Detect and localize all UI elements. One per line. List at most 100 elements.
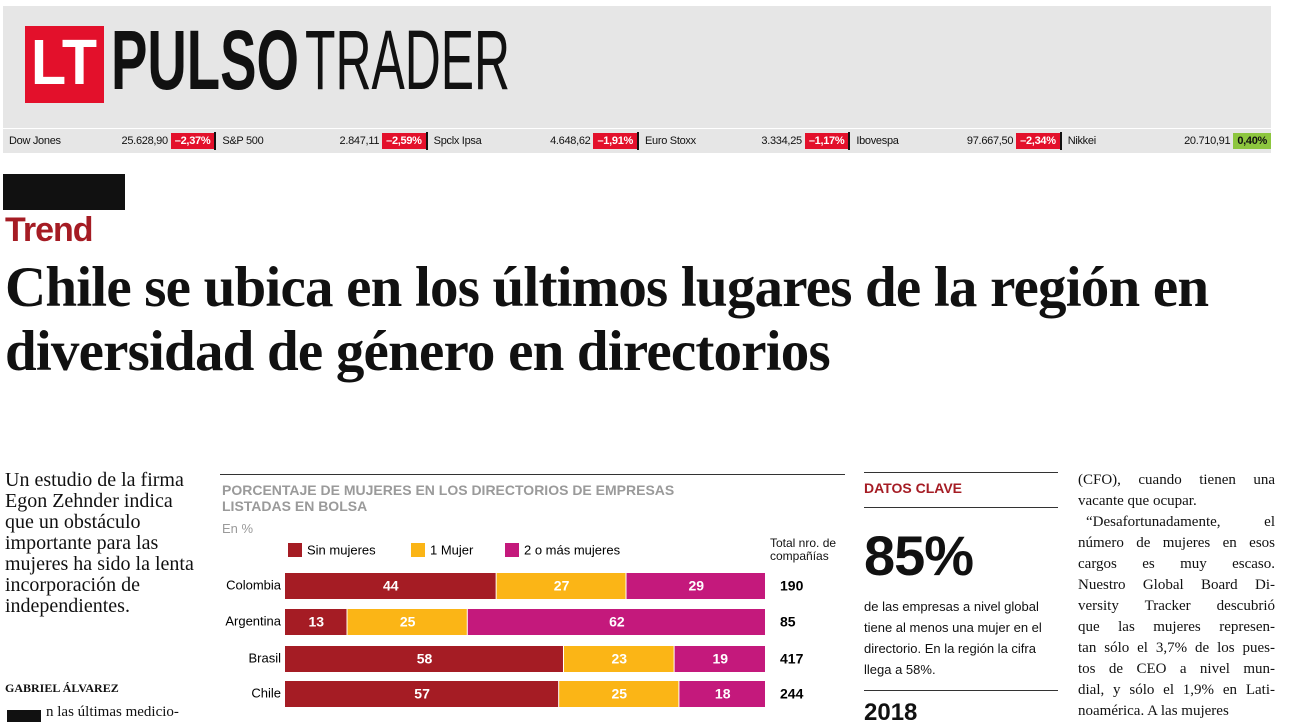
- total-label: 190: [780, 578, 804, 594]
- ticker-item: Nikkei 20.710,91 0,40%: [1059, 132, 1272, 150]
- legend-swatch: [505, 543, 519, 557]
- ticker-item: Spclx Ipsa 4.648,62 –1,91%: [425, 132, 637, 150]
- column-line: versity Tracker descubrió: [1078, 598, 1275, 614]
- key-figure: 2018: [864, 699, 918, 726]
- bar-segment: [347, 609, 467, 635]
- legend-swatch: [411, 543, 425, 557]
- rule: [864, 690, 1058, 691]
- ticker-value: 4.648,62: [550, 135, 591, 147]
- bar-segment: [285, 609, 347, 635]
- column-line: Nuestro Global Board Di-: [1078, 577, 1275, 593]
- column-line: tan sólo el 3,7% de los pues-: [1078, 640, 1275, 656]
- bar-label: 29: [688, 578, 704, 594]
- masthead: LT PULSO TRADER: [3, 6, 1271, 128]
- ticker-change: 0,40%: [1233, 133, 1272, 149]
- bar-label: 58: [417, 651, 433, 667]
- column: (CFO), cuando tienen una vacante que ocup…: [1078, 470, 1275, 722]
- logo-light: TRADER: [305, 13, 510, 107]
- intro: Un estudio de la firma Egon Zehnder indi…: [5, 469, 194, 617]
- ticker-name: Dow Jones: [9, 135, 61, 147]
- bar-label: 44: [383, 578, 399, 594]
- logo-mark: LT: [31, 26, 97, 98]
- column-line: que las mujeres represen-: [1078, 619, 1275, 635]
- byline: GABRIEL ÁLVAREZ: [5, 681, 119, 695]
- drop-cap: [7, 710, 41, 722]
- ticker-value: 2.847,11: [339, 135, 380, 147]
- column-line: tos de CEO a nivel mun-: [1078, 661, 1275, 677]
- ticker-item: S&P 500 2.847,11 –2,59%: [214, 132, 426, 150]
- bar-segment: [285, 646, 563, 672]
- ticker-change: –2,37%: [170, 133, 215, 149]
- bar-label: 27: [554, 578, 570, 594]
- ticker-name: Euro Stoxx: [645, 135, 696, 147]
- ticker-name: Nikkei: [1067, 135, 1096, 147]
- chart: PORCENTAJE DE MUJERES EN LOS DIRECTORIOS…: [215, 470, 855, 719]
- bar-label: 62: [609, 614, 625, 630]
- category-label: Brasil: [248, 650, 281, 665]
- bar-label: 23: [612, 651, 628, 667]
- ticker-item: Dow Jones 25.628,90 –2,37%: [3, 132, 215, 150]
- key-title: DATOS CLAVE: [864, 480, 963, 496]
- bar-segment: [467, 609, 765, 635]
- ticker-item: Euro Stoxx 3.334,25 –1,17%: [637, 132, 849, 150]
- rule: [864, 507, 1058, 508]
- column-line: noamérica. A las mujeres: [1078, 703, 1229, 719]
- key-text: de las empresas a nivel global tiene al …: [864, 599, 1042, 677]
- rule: [220, 474, 845, 475]
- bar-segment: [674, 646, 765, 672]
- total-label: 85: [780, 614, 796, 630]
- ticker-value: 3.334,25: [761, 135, 802, 147]
- ticker-change: –1,91%: [593, 133, 637, 149]
- ticker-item: Ibovespa 97.667,50 –2,34%: [848, 132, 1060, 150]
- bar-label: 13: [308, 614, 324, 630]
- bar-label: 18: [715, 686, 731, 702]
- column-line: cargos es muy escaso.: [1078, 556, 1275, 572]
- legend-label: Sin mujeres: [307, 542, 376, 557]
- chart-subtitle: En %: [222, 521, 254, 536]
- ticker-name: Spclx Ipsa: [433, 135, 482, 147]
- ticker-value: 20.710,91: [1184, 135, 1231, 147]
- key-figure: 85%: [864, 524, 974, 587]
- body-text: n las últimas medicio-: [46, 704, 179, 720]
- bar-label: 57: [414, 686, 430, 702]
- bar-segment: [285, 681, 559, 707]
- bar-segment: [626, 573, 765, 599]
- column-line: vacante que ocupar.: [1078, 493, 1197, 509]
- bar-segment: [559, 681, 679, 707]
- headline: Chile se ubica en los últimos lugares de…: [5, 256, 1209, 383]
- ticker-value: 25.628,90: [121, 135, 169, 147]
- ticker-change: –2,59%: [382, 133, 426, 149]
- bar-segment: [679, 681, 765, 707]
- legend-label: 1 Mujer: [430, 542, 474, 557]
- category-label: Argentina: [225, 613, 281, 628]
- total-label: 244: [780, 686, 804, 702]
- bar-segment: [563, 646, 674, 672]
- chart-title: PORCENTAJE DE MUJERES EN LOS DIRECTORIOS…: [222, 482, 675, 514]
- ticker-change: –2,34%: [1016, 133, 1060, 149]
- logo: LT PULSO TRADER: [25, 13, 510, 107]
- section: Trend: [5, 211, 94, 249]
- category-label: Chile: [251, 685, 281, 700]
- bar-label: 25: [612, 686, 628, 702]
- key-data: DATOS CLAVE 85% de las empresas a nivel …: [864, 472, 1058, 727]
- total-label: 417: [780, 651, 804, 667]
- legend-swatch: [288, 543, 302, 557]
- column-line: número de mujeres en esos: [1078, 535, 1275, 551]
- ticker: Dow Jones 25.628,90 –2,37% S&P 500 2.847,11–…: [3, 129, 1272, 153]
- ticker-name: Ibovespa: [856, 135, 899, 147]
- column-line: (CFO), cuando tienen una: [1078, 472, 1275, 488]
- bar-label: 19: [713, 651, 729, 667]
- column-line: “Desafortunadamente, el: [1086, 514, 1275, 530]
- column-line: dial, y sólo el 1,9% en Lati-: [1078, 682, 1275, 698]
- logo-bold: PULSO: [111, 13, 299, 107]
- bar-segment: [285, 573, 496, 599]
- category-label: Colombia: [226, 577, 282, 592]
- legend-label: 2 o más mujeres: [524, 542, 621, 557]
- chart-plot: Sin mujeres 1 Mujer 2 o más mujeres Colombi…: [225, 542, 804, 707]
- black-tab: [3, 174, 125, 210]
- ticker-name: S&P 500: [222, 135, 264, 147]
- bar-label: 25: [400, 614, 416, 630]
- ticker-change: –1,17%: [804, 133, 849, 149]
